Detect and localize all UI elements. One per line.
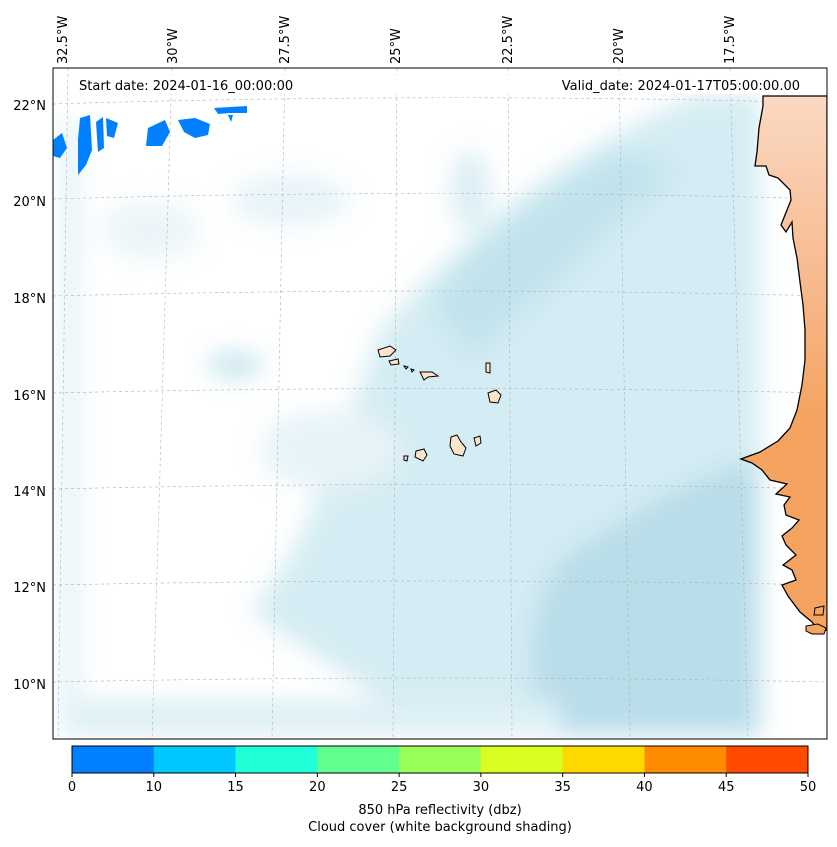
lon-label: 22.5°W xyxy=(501,16,516,64)
lon-label: 20°W xyxy=(612,28,627,64)
colorbar-swatch xyxy=(399,746,482,773)
colorbar-swatch xyxy=(644,746,727,773)
colorbar-tick-label: 10 xyxy=(146,780,163,795)
colorbar-tick-label: 45 xyxy=(718,780,735,795)
lon-label: 32.5°W xyxy=(56,16,71,64)
colorbar-swatch xyxy=(153,746,237,773)
lat-label: 12°N xyxy=(13,581,46,596)
lat-label: 14°N xyxy=(13,485,46,500)
lat-label: 16°N xyxy=(13,389,46,404)
lat-label: 10°N xyxy=(13,678,46,693)
colorbar-tick-label: 25 xyxy=(391,780,408,795)
colorbar-swatch xyxy=(562,746,645,773)
bijagos-islands xyxy=(805,605,827,635)
colorbar-frame xyxy=(71,745,809,774)
africa-landmass xyxy=(739,95,827,633)
latitude-labels: 22°N 20°N 18°N 16°N 14°N 12°N 10°N xyxy=(13,99,46,693)
start-date: Start date: 2024-01-16_00:00:00 xyxy=(79,79,293,94)
lon-label: 30°W xyxy=(166,28,181,64)
colorbar-swatch xyxy=(726,746,809,773)
map-panel: Start date: 2024-01-16_00:00:00 Valid_da… xyxy=(53,68,827,739)
cloud-cover-shading xyxy=(60,95,760,735)
graticule xyxy=(53,68,827,739)
valid-date: Valid_date: 2024-01-17T05:00:00.00 xyxy=(562,79,800,94)
colorbar-tick-label: 20 xyxy=(309,780,326,795)
colorbar-tick-label: 15 xyxy=(227,780,244,795)
lat-label: 22°N xyxy=(13,99,46,114)
colorbar-tick-label: 50 xyxy=(800,780,817,795)
header-bar xyxy=(71,75,807,94)
colorbar: 0 10 15 20 25 30 35 40 45 50 xyxy=(68,745,817,795)
colorbar-label-cloud-cover: Cloud cover (white background shading) xyxy=(308,820,572,835)
lon-label: 27.5°W xyxy=(278,16,293,64)
colorbar-swatch xyxy=(317,746,400,773)
colorbar-swatch xyxy=(72,746,155,773)
colorbar-tick-label: 40 xyxy=(636,780,653,795)
lat-label: 18°N xyxy=(13,292,46,307)
colorbar-swatch xyxy=(480,746,564,773)
colorbar-label-reflectivity: 850 hPa reflectivity (dbz) xyxy=(358,803,521,818)
cape-verde-islands xyxy=(377,345,502,462)
lon-label: 25°W xyxy=(389,28,404,64)
lon-label: 17.5°W xyxy=(723,16,738,64)
colorbar-tick-label: 30 xyxy=(473,780,490,795)
longitude-labels: 32.5°W 30°W 27.5°W 25°W 22.5°W 20°W 17.5… xyxy=(56,16,738,64)
reflectivity-patches xyxy=(53,106,247,175)
colorbar-tick-label: 0 xyxy=(68,780,76,795)
map-frame xyxy=(52,67,828,740)
colorbar-tick-label: 35 xyxy=(554,780,571,795)
colorbar-swatch xyxy=(235,746,318,773)
lat-label: 20°N xyxy=(13,195,46,210)
